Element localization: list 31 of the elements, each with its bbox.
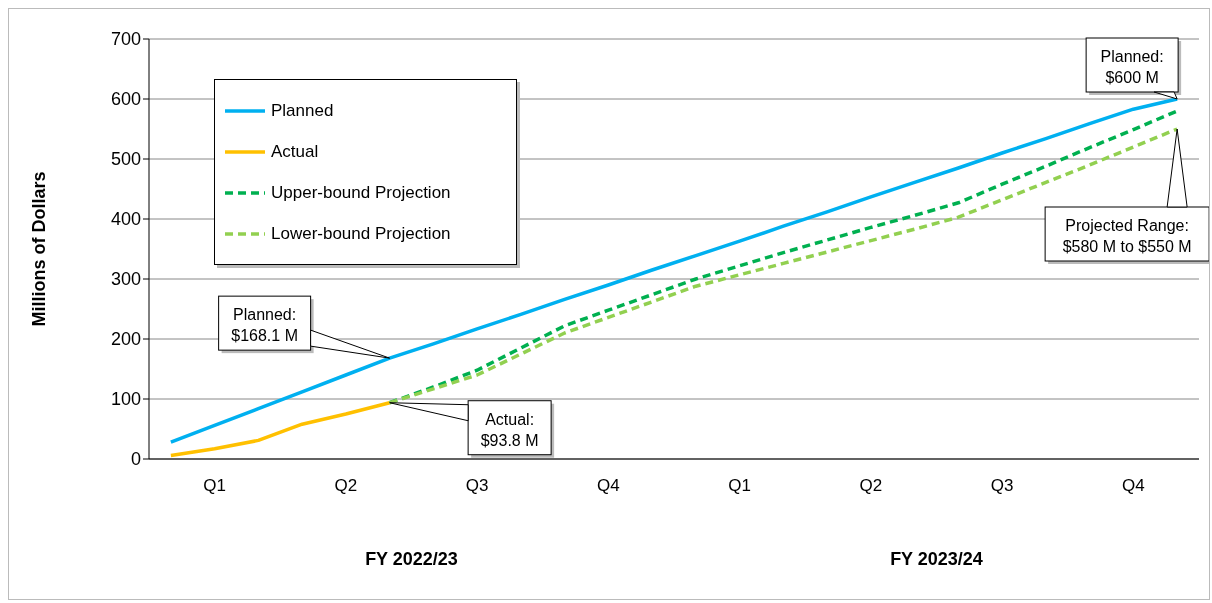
annotation: Planned: $168.1 M bbox=[231, 306, 298, 345]
y-tick-label: 700 bbox=[110, 29, 141, 50]
text: FY 2023/24 bbox=[889, 549, 984, 570]
legend-label: Planned bbox=[271, 100, 334, 121]
y-tick-label: 500 bbox=[110, 149, 141, 170]
legend-label: Actual bbox=[271, 141, 319, 162]
x-tick-label: Q2 bbox=[859, 476, 883, 496]
x-tick-label: Q2 bbox=[334, 476, 358, 496]
y-tick-label: 0 bbox=[130, 449, 141, 470]
annotation: Actual: $93.8 M bbox=[480, 410, 539, 449]
x-tick-label: Q4 bbox=[597, 476, 620, 496]
line-series bbox=[169, 400, 392, 458]
y-tick-label: 100 bbox=[110, 389, 141, 410]
annotation: Projected Range: $580 M to $550 M bbox=[1062, 217, 1192, 255]
y-axis-title: Millions of Dollars bbox=[29, 171, 50, 327]
x-tick-label: Q4 bbox=[1122, 476, 1145, 496]
callout-box: Actual: $93.8 M bbox=[389, 400, 555, 458]
x-tick-label: Q3 bbox=[990, 476, 1014, 496]
legend-label: Upper-bound Projection bbox=[271, 182, 451, 203]
text: FY 2022/23 bbox=[364, 549, 459, 570]
callout-box: Planned: $168.1 M bbox=[218, 295, 391, 359]
legend-label: Lower-bound Projection bbox=[271, 223, 451, 244]
x-tick-label: Q1 bbox=[203, 476, 226, 496]
annotation: Planned: $600 M bbox=[1100, 48, 1164, 86]
y-tick-label: 400 bbox=[110, 209, 141, 230]
callout-box: Projected Range: $580 M to $550 M bbox=[1044, 128, 1209, 264]
y-tick-label: 300 bbox=[110, 269, 141, 290]
y-tick-label: 200 bbox=[110, 329, 141, 350]
x-tick-label: Q1 bbox=[728, 476, 751, 496]
y-tick-label: 600 bbox=[110, 89, 141, 110]
x-tick-label: Q3 bbox=[465, 476, 489, 496]
